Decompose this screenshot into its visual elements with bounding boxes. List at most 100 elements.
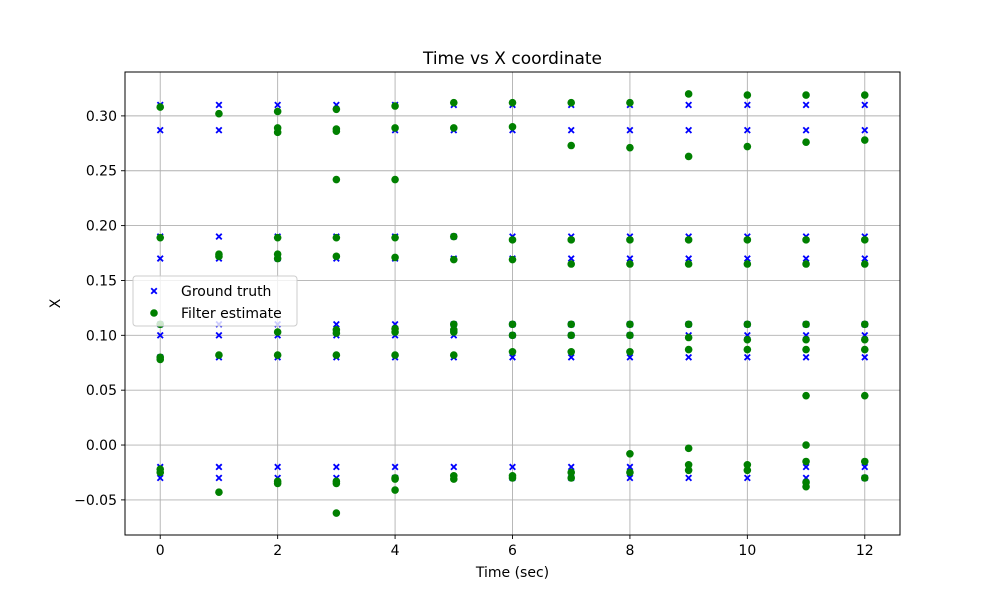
ground-truth-point: [685, 255, 693, 262]
ground-truth-point: [567, 353, 575, 361]
x-tick-label: 0: [156, 543, 165, 559]
filter-estimate-point: [802, 320, 810, 329]
filter-estimate-point: [802, 345, 810, 354]
filter-estimate-point: [743, 320, 752, 329]
filter-estimate-point: [626, 450, 634, 458]
x-tick-label: 6: [508, 543, 517, 559]
ground-truth-point: [215, 233, 223, 241]
legend-label: Filter estimate: [181, 306, 282, 322]
filter-estimate-point: [743, 335, 752, 344]
filter-estimate-point: [860, 260, 869, 268]
filter-estimate-point: [684, 152, 693, 161]
filter-estimate-point: [743, 91, 752, 99]
filter-estimate-point: [567, 320, 576, 329]
filter-estimate-point: [860, 236, 869, 244]
filter-estimate-point: [156, 355, 165, 364]
filter-estimate-point: [684, 320, 693, 329]
filter-estimate-point: [391, 486, 399, 494]
ground-truth-point: [450, 463, 458, 471]
filter-estimate-point: [508, 331, 517, 340]
filter-estimate-point: [332, 479, 341, 488]
ground-truth-point: [626, 474, 634, 482]
filter-estimate-point: [332, 351, 341, 359]
x-tick-label: 4: [391, 543, 400, 559]
ground-truth-point: [743, 126, 751, 134]
ground-truth-point: [802, 353, 810, 361]
filter-estimate-point: [802, 482, 810, 491]
ground-truth-point: [685, 353, 693, 361]
x-tick-label: 8: [625, 543, 634, 559]
filter-estimate-point: [743, 345, 752, 354]
filter-estimate-point: [391, 253, 399, 262]
filter-estimate-point: [273, 479, 282, 488]
x-axis-label: Time (sec): [475, 565, 549, 581]
chart-title: Time vs X coordinate: [422, 49, 602, 69]
y-tick-label: 0.05: [86, 383, 117, 399]
ground-truth-point: [802, 255, 810, 262]
legend-label: Ground truth: [181, 284, 271, 300]
filter-estimate-point: [567, 468, 576, 477]
ground-truth-point: [743, 353, 751, 361]
filter-estimate-point: [273, 128, 282, 137]
ground-truth-point: [156, 255, 164, 262]
legend-marker: [150, 309, 158, 317]
ground-truth-point: [215, 474, 223, 482]
filter-estimate-point: [567, 474, 576, 482]
filter-estimate-point: [156, 103, 165, 111]
data-points: [156, 90, 869, 517]
legend-box: [132, 275, 298, 327]
filter-estimate-point: [802, 138, 810, 147]
y-tick-label: 0.00: [86, 438, 117, 454]
filter-estimate-point: [626, 143, 634, 152]
filter-estimate-point: [391, 233, 399, 242]
filter-estimate-point: [802, 457, 810, 466]
filter-estimate-point: [449, 255, 458, 264]
filter-estimate-point: [391, 175, 399, 184]
filter-estimate-point: [684, 460, 693, 469]
filter-estimate-point: [391, 475, 399, 483]
filter-estimate-point: [684, 345, 693, 354]
filter-estimate-point: [508, 123, 517, 131]
filter-estimate-point: [215, 109, 223, 118]
y-tick-label: 0.25: [86, 164, 117, 180]
filter-estimate-point: [332, 105, 341, 114]
filter-estimate-point: [567, 347, 576, 356]
filter-estimate-point: [391, 328, 399, 336]
filter-estimate-point: [273, 351, 282, 359]
y-tick-label: 0.15: [86, 273, 117, 289]
filter-estimate-point: [508, 347, 517, 356]
ground-truth-point: [215, 101, 223, 109]
ground-truth-point: [567, 255, 575, 262]
filter-estimate-point: [273, 107, 282, 116]
filter-estimate-point: [156, 468, 165, 477]
filter-estimate-point: [449, 232, 458, 241]
filter-estimate-point: [860, 457, 869, 466]
ground-truth-point: [215, 331, 223, 339]
ground-truth-point: [156, 126, 164, 134]
ground-truth-point: [215, 126, 223, 134]
filter-estimate-point: [860, 91, 869, 99]
ground-truth-point: [861, 101, 869, 109]
filter-estimate-point: [802, 91, 810, 99]
ground-truth-point: [332, 463, 340, 471]
filter-estimate-point: [802, 391, 810, 400]
ground-truth-point: [861, 126, 869, 134]
filter-estimate-point: [743, 466, 752, 475]
filter-estimate-point: [626, 331, 634, 340]
ground-truth-point: [626, 255, 634, 262]
filter-estimate-point: [860, 320, 869, 329]
filter-estimate-point: [860, 474, 869, 482]
y-tick-label: 0.10: [86, 328, 117, 344]
ground-truth-point: [861, 463, 869, 471]
ground-truth-point: [274, 463, 282, 471]
filter-estimate-point: [860, 136, 869, 144]
ground-truth-point: [743, 255, 751, 262]
filter-estimate-point: [508, 255, 517, 264]
ground-truth-point: [802, 101, 810, 109]
filter-estimate-point: [684, 466, 693, 475]
filter-estimate-point: [449, 328, 458, 336]
filter-estimate-point: [215, 488, 223, 497]
ground-truth-point: [743, 474, 751, 482]
filter-estimate-point: [860, 391, 869, 400]
